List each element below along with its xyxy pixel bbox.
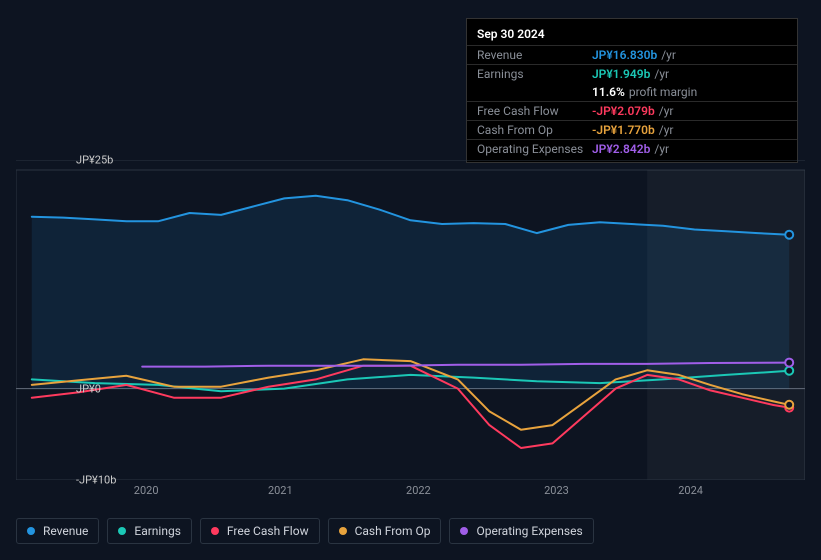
info-panel-row: 11.6% profit margin <box>467 83 797 101</box>
legend-label: Earnings <box>134 524 181 538</box>
info-panel-row: RevenueJP¥16.830b/yr <box>467 45 797 64</box>
info-panel-row: Cash From Op-JP¥1.770b/yr <box>467 120 797 139</box>
legend-dot-icon <box>211 527 219 535</box>
info-panel-row-suffix: profit margin <box>629 85 697 99</box>
info-panel-row-value: 11.6% <box>592 85 625 99</box>
x-axis: 2020 2021 2022 2023 2024 <box>16 480 805 500</box>
info-panel-row: EarningsJP¥1.949b/yr <box>467 64 797 83</box>
info-panel-row-suffix: /yr <box>654 67 669 81</box>
info-panel-row-value: -JP¥1.770b <box>592 123 655 137</box>
legend-item-free-cash-flow[interactable]: Free Cash Flow <box>200 518 320 544</box>
legend-item-earnings[interactable]: Earnings <box>107 518 192 544</box>
info-panel-row: Operating ExpensesJP¥2.842b/yr <box>467 139 797 158</box>
info-panel-row-value: JP¥16.830b <box>592 48 657 62</box>
info-panel-row-label: Free Cash Flow <box>477 104 592 118</box>
legend-item-operating-expenses[interactable]: Operating Expenses <box>449 518 593 544</box>
info-panel-row-suffix: /yr <box>654 142 669 156</box>
info-panel-row-value: JP¥2.842b <box>592 142 650 156</box>
x-axis-label: 2022 <box>406 484 431 497</box>
chart: JP¥25bJP¥0-JP¥10b <box>16 160 805 480</box>
legend-label: Cash From Op <box>355 524 431 538</box>
legend-dot-icon <box>339 527 347 535</box>
info-panel-row-suffix: /yr <box>661 48 676 62</box>
info-panel-row-label: Earnings <box>477 67 592 81</box>
info-panel: Sep 30 2024 RevenueJP¥16.830b/yrEarnings… <box>466 18 798 163</box>
info-panel-row-label: Operating Expenses <box>477 142 592 156</box>
chart-svg <box>16 160 805 480</box>
info-panel-row-value: JP¥1.949b <box>592 67 650 81</box>
legend: Revenue Earnings Free Cash Flow Cash From O… <box>16 518 594 544</box>
info-panel-row: Free Cash Flow-JP¥2.079b/yr <box>467 101 797 120</box>
series-end-marker <box>785 359 793 367</box>
info-panel-row-suffix: /yr <box>659 123 674 137</box>
x-axis-label: 2021 <box>268 484 293 497</box>
legend-label: Free Cash Flow <box>227 524 309 538</box>
info-panel-row-value: -JP¥2.079b <box>592 104 655 118</box>
series-end-marker <box>785 231 793 239</box>
legend-dot-icon <box>27 527 35 535</box>
x-axis-label: 2023 <box>544 484 569 497</box>
legend-item-cash-from-op[interactable]: Cash From Op <box>328 518 442 544</box>
series-end-marker <box>785 367 793 375</box>
legend-item-revenue[interactable]: Revenue <box>16 518 99 544</box>
info-panel-row-label: Cash From Op <box>477 123 592 137</box>
info-panel-row-label: Revenue <box>477 48 592 62</box>
info-panel-row-suffix: /yr <box>659 104 674 118</box>
info-panel-row-label <box>477 85 592 99</box>
x-axis-label: 2020 <box>134 484 159 497</box>
legend-dot-icon <box>460 527 468 535</box>
legend-dot-icon <box>118 527 126 535</box>
legend-label: Revenue <box>43 524 88 538</box>
x-axis-label: 2024 <box>678 484 703 497</box>
legend-label: Operating Expenses <box>476 524 582 538</box>
info-panel-title: Sep 30 2024 <box>467 23 797 45</box>
series-end-marker <box>785 401 793 409</box>
